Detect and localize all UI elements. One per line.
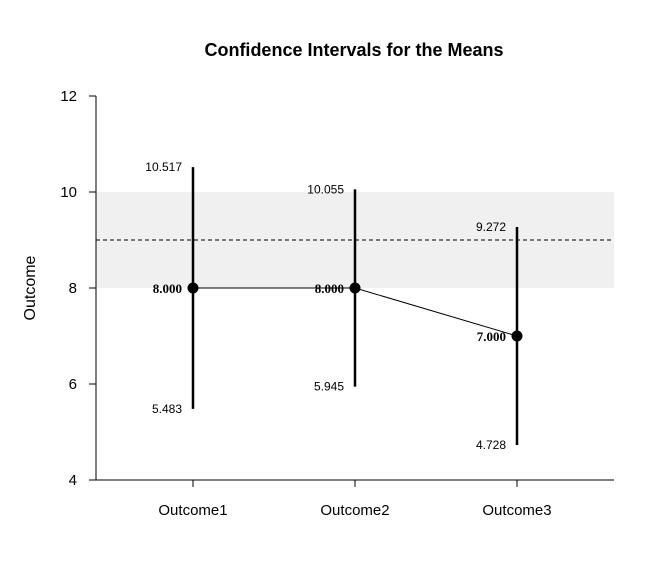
lower-ci-label: 4.728	[476, 438, 506, 452]
mean-label: 8.000	[153, 281, 182, 296]
plot-area: 4 6 8 10 12 Outcome1 Outcome2 Outcome3 10.517 5.4…	[60, 88, 614, 519]
upper-ci-label: 10.517	[145, 160, 182, 174]
y-axis-label: Outcome	[22, 255, 39, 320]
mean-point	[511, 330, 523, 342]
y-tick-label: 4	[69, 472, 77, 489]
y-tick-label: 6	[69, 376, 77, 393]
mean-label: 7.000	[477, 329, 506, 344]
mean-point	[187, 282, 199, 294]
upper-ci-label: 9.272	[476, 220, 506, 234]
mean-label: 8.000	[315, 281, 344, 296]
lower-ci-label: 5.945	[314, 380, 344, 394]
upper-ci-label: 10.055	[307, 182, 344, 196]
y-tick-label: 12	[60, 88, 77, 105]
x-tick-label: Outcome1	[158, 502, 227, 519]
mean-point	[349, 282, 361, 294]
x-tick-label: Outcome2	[320, 502, 389, 519]
x-tick-label: Outcome3	[482, 502, 551, 519]
y-tick-label: 10	[60, 184, 77, 201]
y-tick-label: 8	[69, 280, 77, 297]
chart-title: Confidence Intervals for the Means	[204, 40, 503, 60]
lower-ci-label: 5.483	[152, 402, 182, 416]
